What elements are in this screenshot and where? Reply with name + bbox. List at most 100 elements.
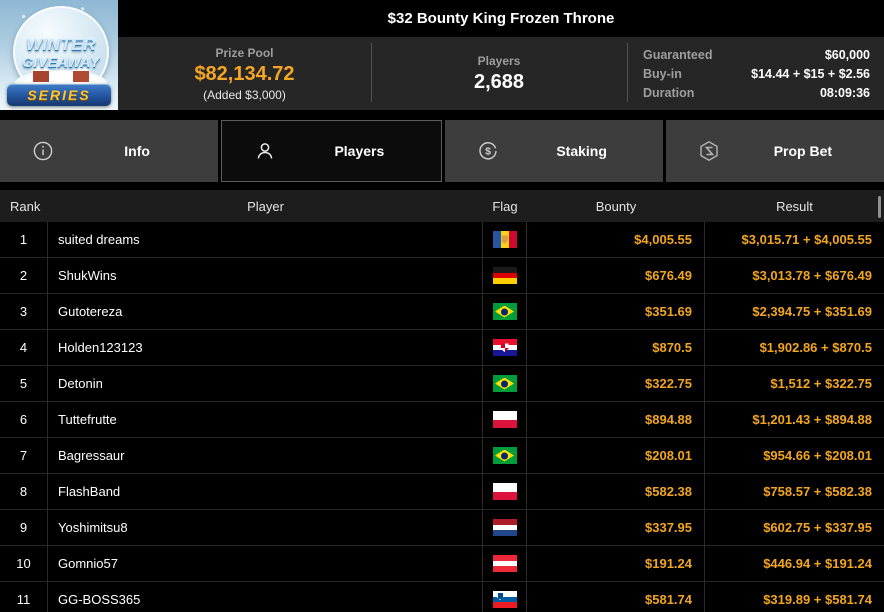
svg-text:$: $ bbox=[485, 146, 491, 158]
flag-cell bbox=[483, 546, 527, 581]
column-header-player: Player bbox=[247, 198, 284, 214]
flag-cell bbox=[483, 582, 527, 612]
prize-pool-section: Prize Pool $82,134.72 (Added $3,000) bbox=[118, 37, 371, 110]
moldova-emblem bbox=[501, 235, 508, 244]
result-cell: $1,512 + $322.75 bbox=[770, 376, 872, 391]
table-row[interactable]: 2 ShukWins $676.49 $3,013.78 + $676.49 bbox=[0, 258, 884, 294]
flag-cell bbox=[483, 222, 527, 257]
players-count-value: 2,688 bbox=[473, 70, 525, 93]
tab-players[interactable]: Players bbox=[221, 120, 442, 182]
buyin-value: $14.44 + $15 + $2.56 bbox=[751, 66, 870, 81]
result-cell: $319.89 + $581.74 bbox=[763, 592, 872, 607]
table-row[interactable]: 5 Detonin $322.75 $1,512 + $322.75 bbox=[0, 366, 884, 402]
tab-staking-label: Staking bbox=[556, 143, 607, 159]
result-cell: $3,013.78 + $676.49 bbox=[752, 268, 872, 283]
guaranteed-label: Guaranteed bbox=[643, 47, 713, 62]
bounty-cell: $191.24 bbox=[527, 546, 705, 581]
bounty-cell: $322.75 bbox=[527, 366, 705, 401]
rank-cell: 6 bbox=[0, 402, 48, 437]
table-body: 1 suited dreams $4,005.55 $3,015.71 + $4… bbox=[0, 222, 884, 612]
player-name: GG-BOSS365 bbox=[48, 582, 483, 612]
table-row[interactable]: 4 Holden123123 $870.5 $1,902.86 + $870.5 bbox=[0, 330, 884, 366]
flag-cell bbox=[483, 366, 527, 401]
rank-cell: 1 bbox=[0, 222, 48, 257]
guaranteed-row: Guaranteed $60,000 bbox=[643, 45, 870, 64]
player-name: FlashBand bbox=[48, 474, 483, 509]
info-icon bbox=[30, 138, 56, 164]
flag-cell bbox=[483, 438, 527, 473]
duration-value: 08:09:36 bbox=[819, 85, 870, 100]
player-name: Bagressaur bbox=[48, 438, 483, 473]
buyin-row: Buy-in $14.44 + $15 + $2.56 bbox=[643, 64, 870, 83]
rank-cell: 4 bbox=[0, 330, 48, 365]
bounty-cell: $208.01 bbox=[527, 438, 705, 473]
tab-players-label: Players bbox=[334, 143, 385, 159]
rank-cell: 8 bbox=[0, 474, 48, 509]
player-name: ShukWins bbox=[48, 258, 483, 293]
germany-flag-icon bbox=[492, 267, 517, 284]
player-name: Gomnio57 bbox=[48, 546, 483, 581]
tab-info[interactable]: Info bbox=[0, 120, 219, 182]
tab-info-label: Info bbox=[124, 143, 150, 159]
rank-cell: 3 bbox=[0, 294, 48, 329]
house-graphic bbox=[73, 70, 89, 82]
slovenia-emblem bbox=[496, 592, 504, 600]
duration-label: Duration bbox=[643, 85, 695, 100]
austria-flag-icon bbox=[492, 555, 517, 572]
brazil-flag-icon bbox=[492, 447, 517, 464]
result-cell: $2,394.75 + $351.69 bbox=[752, 304, 872, 319]
player-name: Detonin bbox=[48, 366, 483, 401]
table-header: Rank Player Flag Bounty Result bbox=[0, 190, 884, 222]
buyin-label: Buy-in bbox=[643, 66, 682, 81]
logo-line2: GIVEAWAY bbox=[22, 53, 100, 70]
logo-line1: WINTER bbox=[25, 34, 97, 54]
table-row[interactable]: 1 suited dreams $4,005.55 $3,015.71 + $4… bbox=[0, 222, 884, 258]
bounty-cell: $4,005.55 bbox=[527, 222, 705, 257]
table-row[interactable]: 6 Tuttefrutte $894.88 $1,201.43 + $894.8… bbox=[0, 402, 884, 438]
tournament-header: WINTER GIVEAWAY SERIES $32 Bounty King F… bbox=[0, 0, 884, 110]
staking-icon: $ bbox=[475, 138, 501, 164]
column-header-flag: Flag bbox=[492, 198, 518, 214]
table-row[interactable]: 3 Gutotereza $351.69 $2,394.75 + $351.69 bbox=[0, 294, 884, 330]
flag-cell bbox=[483, 258, 527, 293]
flag-cell bbox=[483, 474, 527, 509]
tab-prop-bet[interactable]: Prop Bet bbox=[665, 120, 884, 182]
rank-cell: 11 bbox=[0, 582, 48, 612]
result-cell: $602.75 + $337.95 bbox=[763, 520, 872, 535]
tab-bar: Info Players $ Staking bbox=[0, 120, 884, 182]
player-name: Tuttefrutte bbox=[48, 402, 483, 437]
tab-staking[interactable]: $ Staking bbox=[444, 120, 663, 182]
slovenia-flag-icon bbox=[492, 591, 517, 608]
house-graphic bbox=[33, 70, 49, 82]
brazil-flag-icon bbox=[492, 303, 517, 320]
bounty-cell: $582.38 bbox=[527, 474, 705, 509]
series-ribbon: SERIES bbox=[7, 84, 111, 106]
bounty-cell: $870.5 bbox=[527, 330, 705, 365]
player-name: Gutotereza bbox=[48, 294, 483, 329]
moldova-flag-icon bbox=[492, 231, 517, 248]
player-name: Holden123123 bbox=[48, 330, 483, 365]
poland-flag-icon bbox=[492, 483, 517, 500]
scrollbar-thumb[interactable] bbox=[878, 196, 881, 218]
players-icon bbox=[252, 138, 278, 164]
winter-giveaway-series-logo: WINTER GIVEAWAY SERIES bbox=[0, 0, 118, 110]
table-row[interactable]: 9 Yoshimitsu8 $337.95 $602.75 + $337.95 bbox=[0, 510, 884, 546]
croatia-flag-icon bbox=[492, 339, 517, 356]
duration-row: Duration 08:09:36 bbox=[643, 83, 870, 102]
brazil-emblem bbox=[495, 377, 514, 390]
flag-cell bbox=[483, 330, 527, 365]
result-cell: $758.57 + $582.38 bbox=[763, 484, 872, 499]
table-row[interactable]: 8 FlashBand $582.38 $758.57 + $582.38 bbox=[0, 474, 884, 510]
poland-flag-icon bbox=[492, 411, 517, 428]
prop-bet-icon bbox=[696, 138, 722, 164]
table-row[interactable]: 7 Bagressaur $208.01 $954.66 + $208.01 bbox=[0, 438, 884, 474]
prize-pool-label: Prize Pool bbox=[215, 45, 274, 60]
prize-pool-added: (Added $3,000) bbox=[203, 87, 286, 102]
title-bar: $32 Bounty King Frozen Throne bbox=[118, 0, 884, 37]
table-row[interactable]: 11 GG-BOSS365 $581.74 $319.89 + $581.74 bbox=[0, 582, 884, 612]
brazil-emblem bbox=[495, 449, 514, 462]
bounty-cell: $581.74 bbox=[527, 582, 705, 612]
flag-cell bbox=[483, 294, 527, 329]
table-row[interactable]: 10 Gomnio57 $191.24 $446.94 + $191.24 bbox=[0, 546, 884, 582]
